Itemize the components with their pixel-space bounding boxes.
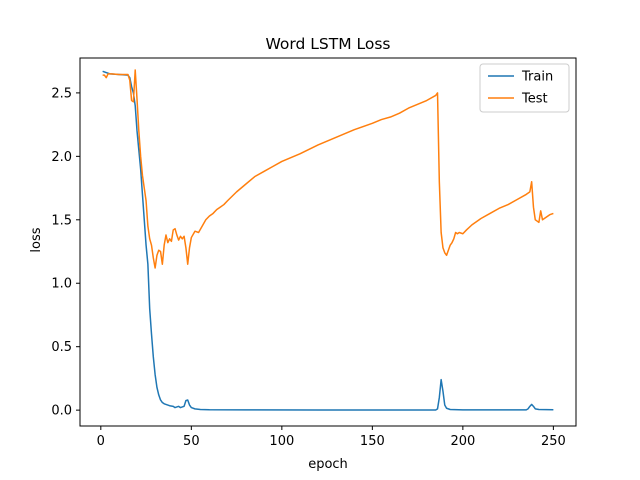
series-line-train	[102, 70, 554, 411]
axes-frame	[79, 57, 577, 427]
legend: Train Test	[479, 63, 570, 113]
y-tick-label: 1.0	[51, 277, 72, 292]
y-tick-label: 2.5	[51, 86, 72, 101]
legend-label-test: Test	[521, 92, 548, 107]
y-axis-label: loss	[29, 227, 44, 252]
legend-label-train: Train	[521, 70, 553, 85]
chart-title: Word LSTM Loss	[265, 35, 390, 53]
series-line-test	[102, 69, 554, 269]
x-axis-label: epoch	[308, 457, 348, 472]
x-tick-label: 100	[269, 434, 294, 449]
x-tick-label: 0	[97, 434, 105, 449]
x-tick-label: 50	[183, 434, 200, 449]
y-tick-label: 2.0	[51, 150, 72, 165]
y-tick-label: 1.5	[51, 213, 72, 228]
x-tick-label: 150	[360, 434, 385, 449]
x-tick-label: 200	[450, 434, 475, 449]
plot-area: 0 50 100 150 200 250 0.0 0.5 1.0 1.5 2.0 2.5	[51, 57, 577, 449]
x-tick-label: 250	[541, 434, 566, 449]
y-tick-label: 0.5	[51, 340, 72, 355]
series-lines	[102, 69, 554, 411]
y-tick-label: 0.0	[51, 404, 72, 419]
